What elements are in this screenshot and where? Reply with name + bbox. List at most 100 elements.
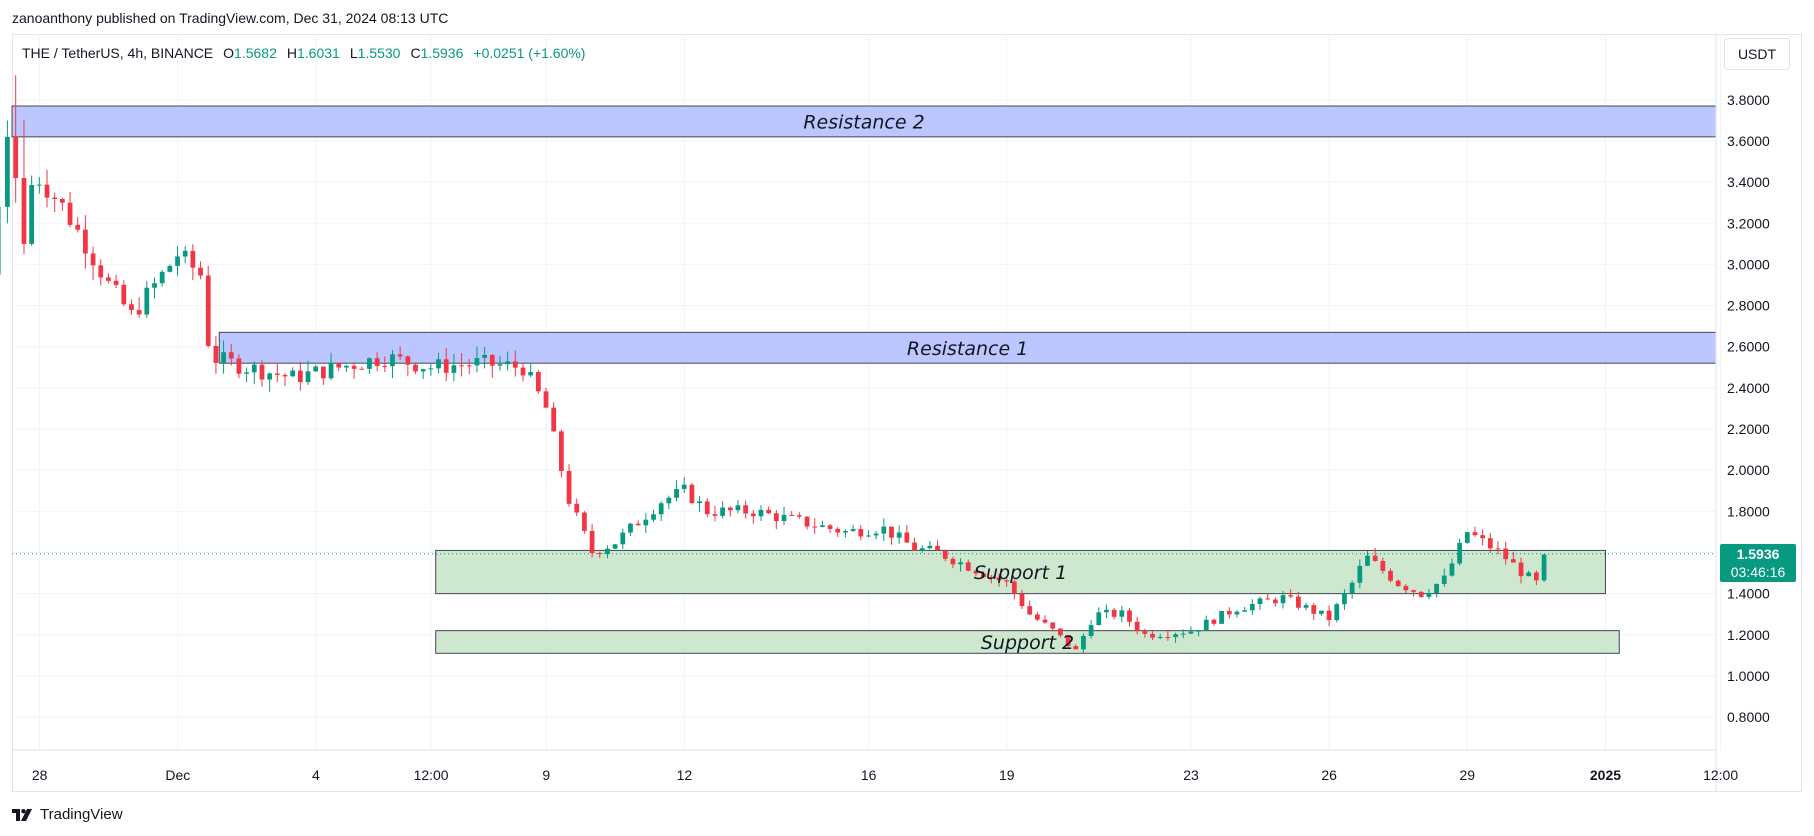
candle-body (896, 532, 902, 538)
candle-body (1503, 548, 1509, 560)
candle-body (950, 558, 956, 565)
candle-body (981, 573, 987, 578)
candle-body (927, 545, 933, 549)
candle-body (528, 372, 534, 376)
publisher-line: zanoanthony published on TradingView.com… (12, 10, 449, 26)
candle-body (1142, 630, 1148, 634)
footer-brand[interactable]: TradingView (12, 806, 123, 823)
candle-body (451, 365, 457, 373)
candle-body (558, 431, 564, 471)
zone-support-1[interactable] (435, 549, 1606, 595)
candle-body (1272, 599, 1278, 604)
candle-body (44, 184, 50, 198)
x-tick-label: 12 (677, 767, 693, 783)
candle-layer (0, 75, 1547, 653)
zone-support-2[interactable] (435, 630, 1620, 654)
open-value: 1.5682 (234, 45, 277, 61)
candle-body (106, 277, 111, 281)
candle-body (1249, 603, 1255, 611)
x-tick-label: 12:00 (1703, 767, 1738, 783)
candle-body (574, 503, 580, 513)
candle-body (1480, 535, 1486, 539)
candle-body (13, 136, 19, 179)
x-tick-label: Dec (165, 767, 190, 783)
x-tick-label: 26 (1321, 767, 1337, 783)
candle-body (474, 357, 480, 366)
candle-body (843, 531, 848, 533)
candle-body (597, 553, 603, 555)
candle-body (190, 250, 196, 268)
candle-body (1127, 610, 1132, 622)
candle-body (390, 354, 395, 367)
candle-body (1388, 570, 1393, 581)
candle-body (1150, 633, 1155, 638)
symbol-legend: THE / TetherUS, 4h, BINANCE O1.5682 H1.603… (22, 45, 585, 61)
candle-body (520, 367, 526, 376)
candle-body (436, 359, 441, 369)
last-price-badge: 1.5936 03:46:16 (1720, 543, 1796, 582)
candle-body (1157, 636, 1163, 638)
candle-body (912, 542, 917, 551)
candle-body (336, 363, 342, 368)
candle-body (52, 197, 58, 199)
close-label: C (410, 45, 421, 61)
candle-body (820, 525, 825, 527)
candle-body (1411, 590, 1416, 592)
candle-body (313, 366, 319, 372)
y-tick-label: 3.2000 (1727, 215, 1770, 231)
candle-body (59, 198, 65, 203)
candle-body (666, 497, 672, 504)
candle-body (1526, 572, 1532, 577)
candle-body (274, 373, 280, 375)
candle-body (497, 364, 503, 366)
candle-body (1380, 560, 1386, 571)
candle-body (935, 545, 940, 551)
candle-body (850, 529, 856, 532)
y-tick-label: 1.8000 (1727, 503, 1770, 519)
candle-body (1418, 591, 1424, 597)
candle-body (213, 345, 219, 363)
candle-body (228, 352, 234, 359)
zone-resistance-1[interactable] (218, 331, 1717, 364)
candle-body (1265, 598, 1271, 600)
y-tick-label: 3.8000 (1727, 92, 1770, 108)
candle-body (1534, 572, 1539, 581)
candle-body (136, 310, 142, 315)
close-value: 1.5936 (420, 45, 464, 61)
candle-body (1058, 628, 1063, 636)
candle-body (681, 484, 687, 489)
zone-resistance-2[interactable] (11, 105, 1717, 138)
candle-body (743, 505, 749, 514)
x-tick-label: 29 (1460, 767, 1476, 783)
candle-body (881, 526, 887, 534)
candle-body (129, 304, 134, 311)
candle-body (835, 528, 841, 533)
candle-body (1173, 634, 1178, 638)
candle-body (1319, 610, 1324, 614)
x-tick-label: 19 (999, 767, 1015, 783)
currency-button[interactable]: USDT (1724, 38, 1790, 70)
candle-body (1449, 563, 1455, 576)
x-tick-label: 28 (32, 767, 48, 783)
candle-body (973, 570, 979, 574)
candle-body (83, 229, 88, 254)
candle-body (697, 501, 702, 504)
candle-body (1257, 598, 1263, 604)
time-axis: 28 Dec 4 12:00 9 12 16 19 23 26 29 2025 12:00 (12, 749, 1738, 783)
candle-body (1234, 611, 1240, 615)
candle-body (1464, 532, 1470, 543)
candle-body (628, 523, 633, 533)
candle-body (1119, 610, 1125, 617)
candle-body (635, 523, 641, 526)
candle-body (720, 507, 725, 516)
candle-body (750, 513, 756, 517)
candle-body (1104, 609, 1109, 613)
candle-body (1134, 621, 1140, 631)
candle-body (965, 562, 971, 571)
candle-body (1211, 619, 1217, 624)
candle-body (466, 365, 472, 367)
candle-body (482, 354, 487, 358)
candle-body (21, 178, 27, 244)
candle-body (1311, 605, 1317, 614)
